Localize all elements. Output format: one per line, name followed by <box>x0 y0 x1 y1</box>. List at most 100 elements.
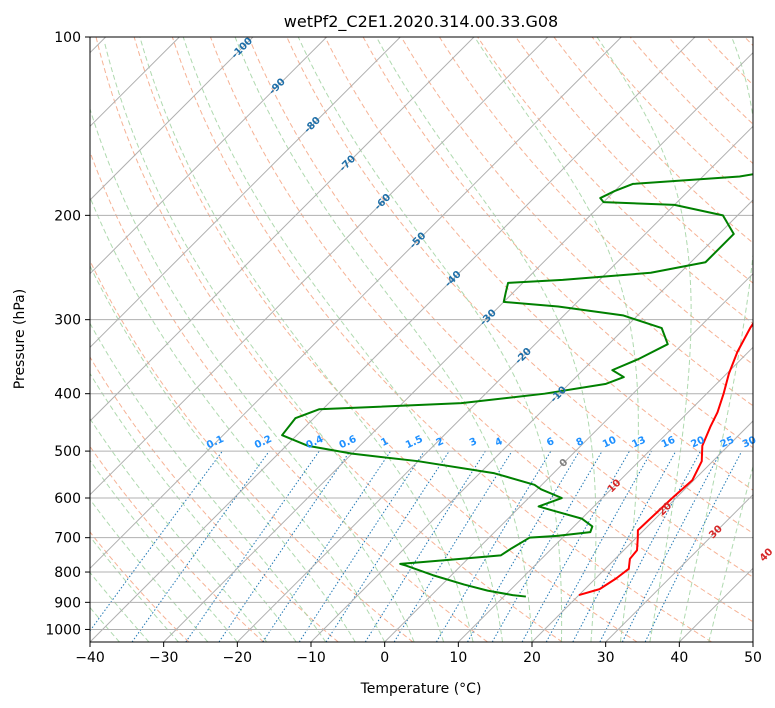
moist-adiabat <box>139 37 474 642</box>
y-tick-label: 1000 <box>45 622 81 638</box>
isotherm-line <box>90 37 254 201</box>
y-axis-label: Pressure (hPa) <box>12 289 28 389</box>
mixing-ratio-label: 4 <box>494 436 505 449</box>
mixing-ratio-line <box>364 450 486 642</box>
dewpoint-profile-line <box>281 173 753 598</box>
y-tick-label: 800 <box>54 565 81 581</box>
x-tick-label: 0 <box>380 650 389 666</box>
y-tick-label: 700 <box>54 531 81 547</box>
dry-adiabat <box>324 37 753 491</box>
mixing-ratio-labels: 0.1 0.2 0.4 0.6 1 1.5 2 3 4 6 8 10 13 16 20 25 30 <box>205 434 758 451</box>
x-tick-label: −40 <box>75 650 105 666</box>
mixing-ratio-line <box>621 450 722 642</box>
mixing-ratio-line <box>262 450 392 642</box>
mixing-ratio-label: 16 <box>660 435 677 451</box>
chart-title: wetPf2_C2E1.2020.314.00.33.G08 <box>284 12 558 32</box>
mixing-ratio-label: 30 <box>741 435 758 451</box>
mixing-ratio-label: 10 <box>601 435 618 451</box>
isotherm-line <box>310 199 753 642</box>
moist-adiabat <box>90 571 150 642</box>
dry-adiabat <box>95 37 563 642</box>
dry-adiabat <box>515 37 753 284</box>
mixing-ratio-line <box>599 450 701 642</box>
moist-adiabat <box>708 464 753 642</box>
mixing-ratio-line <box>393 450 513 642</box>
mixing-ratio-line <box>521 450 630 642</box>
isotherm-line <box>90 37 696 642</box>
plot-area <box>90 37 753 642</box>
y-tick-label: 200 <box>54 208 81 224</box>
mixing-ratio-line <box>185 450 320 642</box>
mixing-ratio-line <box>545 450 653 642</box>
dry-adiabat <box>90 356 339 642</box>
mixing-ratio-label: 13 <box>630 435 647 451</box>
moist-adiabat <box>182 37 504 642</box>
isotherm-line <box>605 493 753 642</box>
x-axis-label: Temperature (°C) <box>360 681 482 697</box>
dry-adiabat <box>439 37 753 366</box>
x-tick-label: 20 <box>523 650 541 666</box>
x-tick-label: −30 <box>149 650 179 666</box>
x-tick-label: 50 <box>744 650 762 666</box>
moist-adiabat <box>90 459 238 642</box>
dry-adiabat <box>171 37 712 642</box>
skewed-isotherms <box>90 37 753 642</box>
dry-adiabat <box>400 37 753 407</box>
isotherm-line <box>90 37 475 422</box>
isotherm-line <box>457 346 753 642</box>
mixing-ratio-line <box>131 450 270 642</box>
mixing-ratio-line <box>298 450 425 642</box>
pressure-gridlines <box>90 37 753 630</box>
moist-adiabat <box>90 264 356 642</box>
y-tick-label: 900 <box>54 595 81 611</box>
temperature-profile-line <box>578 321 753 597</box>
mixing-ratio-label: 6 <box>545 436 556 449</box>
dry-adiabat <box>133 37 638 642</box>
y-tick-label: 400 <box>54 387 81 403</box>
y-tick-label: 100 <box>54 30 81 46</box>
dry-adiabat <box>248 37 753 578</box>
moist-adiabat <box>90 498 209 642</box>
moist-adiabat <box>474 37 639 642</box>
x-tick-label: −20 <box>223 650 253 666</box>
mixing-ratio-line <box>572 450 677 642</box>
moist-adiabat <box>90 107 415 642</box>
isotherm-line <box>90 37 401 349</box>
x-axis-ticks: −40 −30 −20 −10 0 10 20 30 40 50 <box>75 642 762 666</box>
mixing-ratio-label: 25 <box>719 435 736 451</box>
dry-adiabat <box>90 531 190 642</box>
dry-adiabat <box>90 150 488 642</box>
mixing-ratio-label: 3 <box>468 436 479 449</box>
mixing-ratio-label: 1 <box>379 436 390 449</box>
isotherm-line <box>90 37 328 275</box>
isotherm-line <box>531 420 753 642</box>
moist-adiabat <box>90 417 268 642</box>
y-tick-label: 500 <box>54 444 81 460</box>
isotherm-line <box>236 125 753 642</box>
moist-adiabats <box>90 37 753 642</box>
x-tick-label: 40 <box>670 650 688 666</box>
mixing-ratio-label: 2 <box>435 436 446 449</box>
y-axis-ticks: 100 200 300 400 500 600 700 800 900 1000 <box>45 30 90 638</box>
mixing-ratio-label: 8 <box>575 436 586 449</box>
moist-adiabat <box>596 37 692 642</box>
dry-adiabat <box>210 37 753 623</box>
mixing-ratio-line <box>325 450 450 642</box>
isotherm-line <box>90 37 549 496</box>
dry-adiabat <box>90 445 264 642</box>
mixing-ratio-line <box>435 450 552 642</box>
x-tick-label: 10 <box>449 650 467 666</box>
y-tick-label: 300 <box>54 313 81 329</box>
isotherm-line <box>163 51 753 642</box>
mixing-ratio-line <box>644 450 743 642</box>
sounding-profiles <box>281 173 753 598</box>
isotherm-line <box>384 272 753 642</box>
moist-adiabat <box>103 41 445 642</box>
y-tick-label: 600 <box>54 491 81 507</box>
dry-adiabats <box>90 37 753 642</box>
mixing-ratio-line <box>90 450 223 632</box>
moist-adiabat <box>297 37 563 642</box>
moist-adiabat <box>678 37 753 642</box>
